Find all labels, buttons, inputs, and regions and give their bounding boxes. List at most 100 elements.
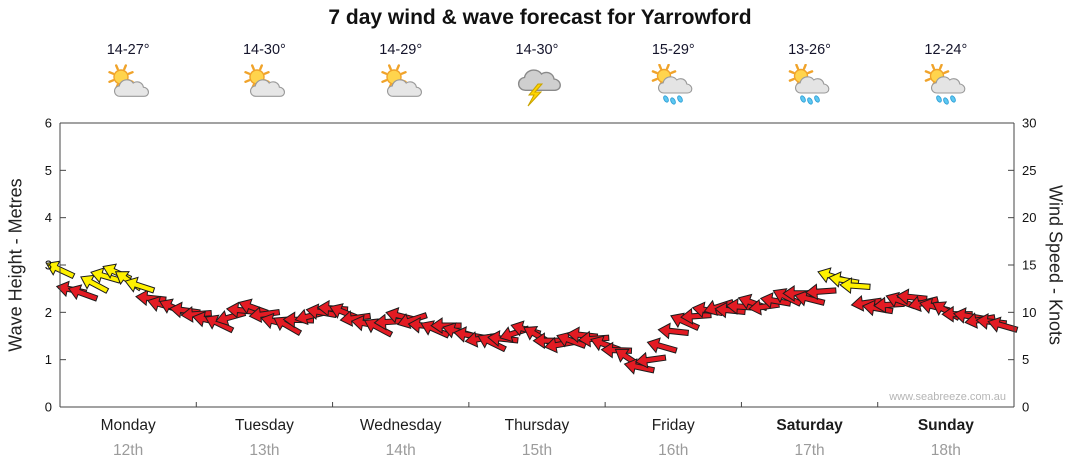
wind-arrow-shape xyxy=(238,298,269,316)
sun-ray xyxy=(381,70,388,75)
raindrop xyxy=(806,97,813,105)
wind-arrow xyxy=(273,316,303,337)
wind-arrow-shape xyxy=(805,283,837,301)
left-axis-label: Wave Height - Metres xyxy=(5,178,26,352)
wind-arrow-shape xyxy=(273,316,303,337)
day-date: 14th xyxy=(385,442,416,459)
wind-arrow-shape xyxy=(623,358,656,375)
wind-arrow xyxy=(180,306,212,323)
wind-arrow-shape xyxy=(477,333,507,353)
wind-arrow xyxy=(839,277,871,294)
day-label: Saturday xyxy=(776,417,843,434)
wind-arrow xyxy=(363,318,394,338)
sun-ray xyxy=(123,64,128,71)
sun-showers-icon xyxy=(788,63,829,105)
sun-ray xyxy=(115,64,120,71)
wind-arrow-shape xyxy=(634,351,667,369)
wind-arrow xyxy=(430,317,462,335)
wind-arrow-shape xyxy=(850,295,883,312)
sun-ray xyxy=(400,70,407,75)
raindrop xyxy=(799,95,806,103)
left-tick-label: 0 xyxy=(45,400,52,415)
cloud-shape xyxy=(794,76,829,94)
weather-icon-wrap xyxy=(647,63,699,108)
day-forecast-sunday: 12-24° xyxy=(878,42,1014,108)
cloud-shape xyxy=(250,79,286,97)
raindrop xyxy=(949,95,956,103)
wind-arrow-shape xyxy=(987,316,1019,333)
sun-ray xyxy=(264,70,271,75)
wind-arrow xyxy=(623,358,656,375)
wind-arrow-shape xyxy=(794,290,826,307)
wind-arrow xyxy=(895,288,928,306)
wind-arrow-shape xyxy=(339,310,372,327)
day-temp-range: 15-29° xyxy=(651,42,695,58)
sun-showers-icon xyxy=(651,63,693,105)
day-date: 13th xyxy=(249,442,280,459)
wind-arrow xyxy=(634,351,667,369)
cloud-shape xyxy=(658,76,693,94)
cloud-shape xyxy=(386,79,422,97)
day-temp-range: 14-27° xyxy=(106,42,150,58)
wind-arrow-shape xyxy=(670,312,701,331)
day-forecast-wednesday: 14-29° xyxy=(333,42,469,108)
left-tick-label: 3 xyxy=(45,258,52,273)
day-label: Thursday xyxy=(504,417,570,434)
strong-wind-arrow-shape xyxy=(80,274,110,294)
day-forecast-tuesday: 14-30° xyxy=(196,42,332,108)
right-tick-label: 15 xyxy=(1022,258,1036,273)
watermark: www.seabreeze.com.au xyxy=(889,391,1006,403)
sun-ray xyxy=(658,63,663,70)
sun-ray xyxy=(788,70,795,75)
sun-ray xyxy=(806,70,813,75)
day-temp-range: 13-26° xyxy=(788,42,831,58)
wind-arrow-shape xyxy=(67,284,99,302)
partly-cloudy-icon xyxy=(381,64,422,97)
wind-arrow xyxy=(646,337,678,354)
weather-icon-wrap xyxy=(511,64,563,108)
sun-ray xyxy=(381,79,388,83)
partly-cloudy-icon xyxy=(244,64,286,97)
wind-arrow xyxy=(657,322,690,340)
sun-ray xyxy=(244,70,251,75)
raindrop xyxy=(670,97,677,105)
sun-showers-icon xyxy=(924,63,966,105)
day-forecast-monday: 14-27° xyxy=(60,42,196,108)
wind-arrow xyxy=(124,276,156,294)
sun-ray xyxy=(938,63,943,70)
wind-arrow xyxy=(670,312,701,331)
sun-ray xyxy=(244,79,251,83)
wind-arrows xyxy=(45,260,1019,375)
wind-arrow-shape xyxy=(204,314,235,334)
wind-arrow xyxy=(339,310,372,327)
sun-ray xyxy=(108,70,115,75)
wind-arrow xyxy=(850,295,883,312)
day-temp-range: 14-30° xyxy=(515,42,559,58)
sun-ray xyxy=(395,64,400,71)
weather-icon-wrap xyxy=(375,64,427,108)
raindrop xyxy=(935,95,942,103)
day-label: Friday xyxy=(651,417,695,434)
wind-arrow xyxy=(477,333,507,353)
left-tick-label: 6 xyxy=(45,116,52,131)
wind-arrow xyxy=(987,316,1019,333)
wind-arrow-shape xyxy=(895,288,928,306)
sun-ray xyxy=(802,63,807,70)
sun-ray xyxy=(651,70,659,75)
raindrop xyxy=(677,95,684,103)
cloud-shape xyxy=(114,79,150,97)
right-axis-label: Wind Speed - Knots xyxy=(1045,184,1066,346)
wind-arrow xyxy=(794,290,826,307)
weather-icon-wrap xyxy=(784,63,836,108)
day-label: Sunday xyxy=(917,417,974,434)
cloud-shape xyxy=(930,76,966,94)
cloud-shape xyxy=(517,69,561,91)
sun-ray xyxy=(259,64,264,71)
day-label: Tuesday xyxy=(234,417,294,434)
wind-arrow-shape xyxy=(657,322,690,340)
left-tick-label: 4 xyxy=(45,210,52,225)
sun-ray xyxy=(931,63,935,70)
raindrop xyxy=(663,95,670,103)
day-temp-range: 14-30° xyxy=(242,42,286,58)
